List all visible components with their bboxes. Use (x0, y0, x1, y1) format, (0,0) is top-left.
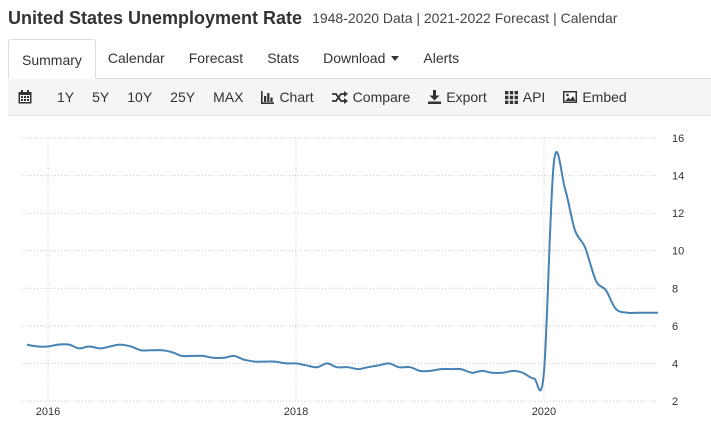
export-button[interactable]: Export (428, 89, 487, 105)
y-tick-label: 14 (672, 171, 684, 183)
y-tick-label: 6 (672, 321, 678, 333)
chevron-down-icon (391, 55, 400, 61)
tab-alerts[interactable]: Alerts (423, 50, 460, 66)
api-button[interactable]: API (504, 89, 546, 105)
y-tick-label: 10 (672, 246, 684, 258)
chart-button-label: Chart (279, 89, 314, 105)
range-25y-button[interactable]: 25Y (170, 89, 196, 105)
embed-button[interactable]: Embed (563, 89, 627, 105)
embed-button-label: Embed (582, 89, 627, 105)
export-button-label: Export (446, 89, 487, 105)
tab-calendar[interactable]: Calendar (107, 50, 165, 66)
x-tick-label: 2020 (532, 406, 556, 418)
series-line[interactable] (26, 151, 658, 392)
y-tick-label: 2 (672, 396, 678, 408)
page-title: United States Unemployment Rate (8, 7, 303, 28)
unemployment-line-chart[interactable]: 2 4 6 8 10 12 14 16 2016 2018 2020 (0, 116, 711, 431)
x-tick-label: 2016 (36, 406, 60, 418)
y-tick-label: 12 (672, 208, 684, 220)
compare-button-label: Compare (352, 89, 411, 105)
image-icon (563, 91, 578, 103)
tab-download-label: Download (323, 50, 386, 66)
download-icon (428, 90, 442, 104)
api-button-label: API (522, 89, 546, 105)
calendar-icon[interactable] (18, 90, 37, 104)
tab-forecast[interactable]: Forecast (188, 50, 244, 66)
chart-area: 2 4 6 8 10 12 14 16 2016 2018 2020 (0, 116, 711, 431)
y-tick-label: 16 (672, 133, 684, 145)
range-max-button[interactable]: MAX (213, 89, 244, 105)
page-subtitle[interactable]: 1948-2020 Data | 2021-2022 Forecast | Ca… (312, 10, 618, 26)
x-tick-label: 2018 (284, 406, 308, 418)
shuffle-icon (331, 90, 348, 104)
tab-summary[interactable]: Summary (8, 39, 96, 79)
range-1y-button[interactable]: 1Y (57, 89, 75, 105)
tab-download[interactable]: Download (311, 38, 411, 78)
y-tick-label: 8 (672, 283, 678, 295)
bar-chart-icon (261, 90, 275, 104)
tab-bar: Summary Calendar Forecast Stats Download… (8, 38, 711, 79)
grid-icon (504, 90, 518, 104)
chart-button[interactable]: Chart (261, 89, 314, 105)
tab-stats[interactable]: Stats (267, 50, 300, 66)
range-10y-button[interactable]: 10Y (127, 89, 153, 105)
chart-toolbar: 1Y 5Y 10Y 25Y MAX Chart Compare Export (8, 79, 711, 116)
compare-button[interactable]: Compare (331, 89, 411, 105)
range-5y-button[interactable]: 5Y (92, 89, 110, 105)
page-header: United States Unemployment Rate 1948-202… (0, 0, 711, 36)
y-tick-label: 4 (672, 358, 678, 370)
